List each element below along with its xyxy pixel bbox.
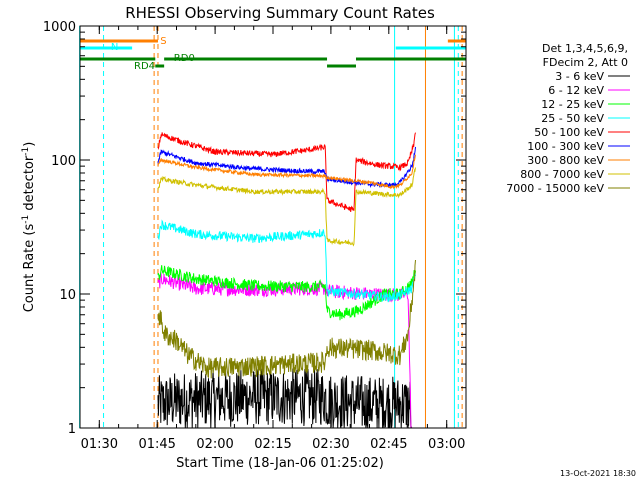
legend-label-0: 3 - 6 keV: [555, 70, 604, 83]
series-4-line: [157, 132, 416, 212]
y-tick-label-1: 10: [59, 288, 76, 303]
series-0-line: [157, 368, 413, 429]
series-8-line: [157, 259, 416, 379]
series-6-line: [157, 154, 416, 190]
series-3-line: [157, 219, 416, 303]
legend-label-3: 25 - 50 keV: [541, 112, 604, 125]
legend-label-4: 50 - 100 keV: [534, 126, 604, 139]
y-tick-label-3: 1000: [43, 20, 76, 35]
legend-header-0: Det 1,3,4,5,6,9,: [542, 42, 628, 55]
chart-title: RHESSI Observing Summary Count Rates: [125, 4, 435, 22]
y-axis-label-mid: detector: [22, 155, 37, 215]
x-axis-label: Start Time (18-Jan-06 01:25:02): [176, 456, 384, 471]
x-tick-label-5: 02:45: [370, 437, 407, 452]
y-axis-label-end: ): [22, 142, 37, 147]
y-axis-label-sup1: -1: [21, 215, 31, 224]
flag-label-n: N: [111, 42, 118, 53]
y-axis-label-main: Count Rate (s: [22, 224, 37, 313]
flag-label-rd4: RD4: [134, 61, 155, 72]
y-axis-label-sup2: -1: [21, 147, 31, 156]
flag-label-rd0: RD0: [174, 53, 195, 64]
y-tick-label-0: 1: [68, 422, 76, 437]
flag-label-s: S: [160, 36, 166, 47]
legend-label-2: 12 - 25 keV: [541, 98, 604, 111]
series-2-line: [157, 265, 416, 321]
legend-label-7: 800 - 7000 keV: [520, 168, 604, 181]
x-tick-label-3: 02:15: [254, 437, 291, 452]
axes: 01:30 01:45 02:00 02:15 02:30 02:45 03:00 1 10 10…: [43, 20, 467, 452]
legend-label-1: 6 - 12 keV: [548, 84, 604, 97]
plot-area: S N RD0 RD4: [79, 26, 466, 429]
legend-label-5: 100 - 300 keV: [527, 140, 604, 153]
x-tick-label-1: 01:45: [138, 437, 175, 452]
x-tick-label-4: 02:30: [312, 437, 349, 452]
x-tick-label-6: 03:00: [428, 437, 465, 452]
x-tick-label-2: 02:00: [196, 437, 233, 452]
footer-date: 13-Oct-2021 18:30: [560, 469, 636, 478]
series-7-line: [157, 167, 416, 247]
legend-header-1: FDecim 2, Att 0: [543, 56, 628, 69]
legend: Det 1,3,4,5,6,9,FDecim 2, Att 03 - 6 keV…: [506, 42, 630, 195]
x-tick-label-0: 01:30: [81, 437, 118, 452]
legend-label-8: 7000 - 15000 keV: [506, 182, 604, 195]
y-axis-label: Count Rate (s-1 detector-1): [21, 142, 37, 313]
legend-label-6: 300 - 800 keV: [527, 154, 604, 167]
y-tick-label-2: 100: [51, 154, 76, 169]
